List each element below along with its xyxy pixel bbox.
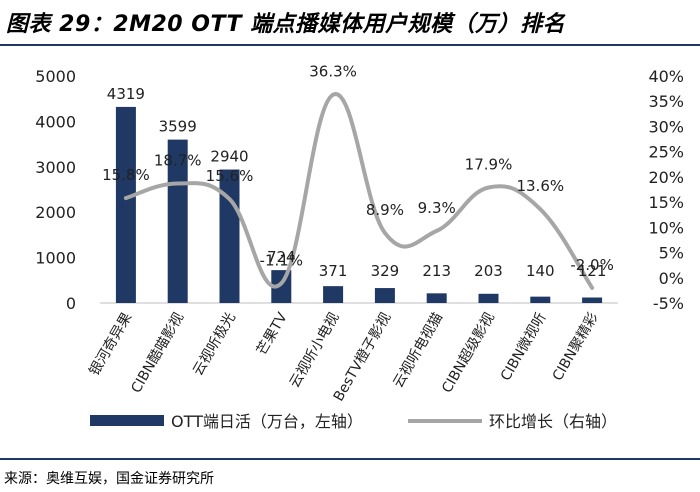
right-tick-label: 30% [648,117,684,136]
bar [582,297,603,303]
line-value-label: 8.9% [366,201,404,219]
line-value-label: 9.3% [418,199,456,217]
growth-line [123,92,595,290]
category-label: 芒果TV [254,310,291,358]
right-tick-label: 15% [648,193,684,212]
category-label: BesTV橙子影视 [331,310,395,404]
left-tick-label: 0 [66,294,76,313]
right-tick-label: 25% [648,143,684,162]
category-label: CIBN微视听 [498,310,550,384]
line-value-label: 17.9% [465,155,513,173]
right-tick-label: 10% [648,218,684,237]
bar-value-label: 3599 [159,118,197,136]
category-label: 云视听小电视 [287,310,343,391]
title-rule [0,44,700,46]
bar [374,288,395,303]
bar [323,286,344,303]
line-value-label: 15.6% [206,167,254,185]
line-value-label: 36.3% [309,63,357,81]
right-tick-label: 35% [648,92,684,111]
chart-title: 图表 29：2M20 OTT 端点播媒体用户规模（万）排名 [6,12,566,37]
bottom-rule [0,458,700,460]
left-tick-label: 3000 [35,158,76,177]
right-tick-label: 20% [648,168,684,187]
category-label: CIBN酷喵影视 [128,310,187,396]
bar-value-label: 213 [422,262,451,280]
category-label: CIBN超级影视 [439,310,498,396]
bar [167,139,188,303]
category-label: 云视听极光 [190,310,239,379]
line-value-label: 13.6% [516,177,564,195]
bar-value-labels: 4319 3599 2940 724 371 329 213 203 140 121 [107,85,607,280]
right-tick-label: 5% [659,244,684,263]
line-value-label: -1.1% [260,251,304,269]
bar-value-label: 371 [319,262,348,280]
line-value-label: 18.7% [154,151,202,169]
line-value-labels: 15.8%18.7%15.6% -1.1% 36.3% 8.9% 9.3% 17.9%13… [102,63,614,274]
bar [426,293,447,303]
category-label: 银河奇异果 [86,310,136,379]
bar-value-label: 203 [474,262,503,280]
legend-bar-swatch [90,415,164,426]
right-tick-label: 0% [659,269,684,288]
left-axis: 0 1000 2000 3000 4000 5000 [35,67,76,313]
right-tick-label: -5% [653,294,684,313]
bar [478,293,499,303]
legend-line-label: 环比增长（右轴） [489,412,617,431]
bar [115,106,136,304]
left-tick-label: 4000 [35,112,76,131]
right-axis: -5% 0% 5% 10% 15% 20% 25% 30% 35% 40% [648,67,684,313]
category-label: CIBN聚精彩 [550,310,602,384]
category-label: 云视听电视猫 [390,310,446,391]
bar-value-label: 724 [267,248,296,266]
source-note: 来源：奥维互娱，国金证券研究所 [4,471,214,487]
bar [530,296,551,303]
line-value-label: 15.8% [102,166,150,184]
left-tick-label: 2000 [35,203,76,222]
legend: OTT端日活（万台，左轴） 环比增长（右轴） [90,412,617,431]
right-tick-label: 40% [648,67,684,86]
bar-value-label: 121 [578,262,607,280]
bar-value-label: 329 [371,262,400,280]
bar-value-label: 140 [526,262,555,280]
bar-value-label: 4319 [107,85,145,103]
legend-bar-label: OTT端日活（万台，左轴） [171,412,363,431]
bar-value-label: 2940 [210,148,248,166]
line-value-label: -2.0% [570,256,614,274]
left-tick-label: 5000 [35,67,76,86]
left-tick-label: 1000 [35,249,76,268]
bar [219,169,240,303]
